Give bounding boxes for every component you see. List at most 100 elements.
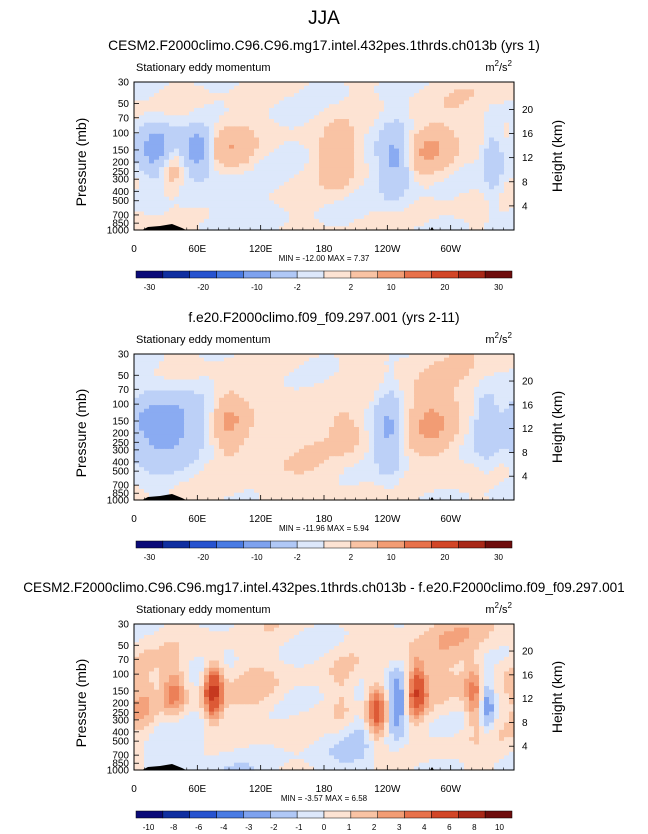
contour-cell	[314, 204, 320, 209]
contour-cell	[394, 133, 400, 139]
contour-cell	[324, 126, 330, 131]
contour-cell	[134, 152, 140, 157]
contour-cell	[149, 419, 155, 424]
contour-cell	[189, 159, 195, 164]
contour-cell	[179, 419, 185, 424]
contour-cell	[234, 96, 240, 102]
contour-cell	[224, 144, 230, 150]
contour-cell	[419, 401, 425, 406]
contour-cell	[224, 215, 230, 220]
contour-cell	[389, 115, 395, 120]
contour-cell	[509, 437, 515, 443]
contour-cell	[194, 170, 200, 176]
contour-cell	[334, 222, 340, 227]
contour-cell	[269, 156, 275, 161]
contour-cell	[269, 107, 275, 113]
contour-cell	[434, 211, 440, 216]
contour-cell	[354, 122, 360, 127]
contour-cell	[349, 189, 355, 194]
contour-cell	[459, 416, 465, 421]
contour-cell	[394, 130, 400, 135]
contour-cell	[324, 394, 330, 399]
contour-cell	[174, 397, 180, 403]
contour-cell	[319, 174, 325, 179]
contour-cell	[334, 93, 340, 98]
contour-cell	[144, 104, 150, 109]
contour-cell	[379, 159, 385, 164]
contour-cell	[459, 397, 465, 403]
contour-cell	[229, 174, 235, 179]
contour-cell	[144, 416, 150, 421]
contour-cell	[509, 383, 515, 388]
contour-cell	[189, 397, 195, 403]
contour-cell	[424, 200, 430, 205]
contour-cell	[214, 386, 220, 392]
contour-cell	[394, 107, 400, 113]
contour-cell	[159, 119, 165, 124]
contour-cell	[144, 167, 150, 172]
contour-cell	[199, 419, 205, 424]
contour-cell	[404, 193, 410, 198]
contour-cell	[214, 357, 220, 362]
contour-cell	[309, 419, 315, 424]
contour-cell	[369, 156, 375, 161]
contour-cell	[389, 211, 395, 216]
contour-cell	[409, 119, 415, 124]
contour-cell	[359, 159, 365, 164]
contour-cell	[249, 107, 255, 113]
contour-cell	[404, 115, 410, 120]
contour-cell	[454, 204, 460, 209]
contour-cell	[319, 170, 325, 176]
contour-cell	[404, 397, 410, 403]
contour-cell	[329, 427, 335, 432]
contour-cell	[434, 148, 440, 153]
contour-cell	[289, 144, 295, 150]
contour-cell	[399, 430, 405, 435]
contour-cell	[199, 185, 205, 190]
contour-cell	[244, 170, 250, 176]
contour-cell	[209, 354, 215, 359]
contour-cell	[264, 207, 270, 213]
contour-cell	[374, 218, 380, 224]
contour-cell	[474, 104, 480, 109]
contour-cell	[354, 226, 360, 231]
contour-cell	[459, 85, 465, 90]
contour-cell	[289, 82, 295, 87]
contour-cell	[294, 189, 300, 194]
contour-cell	[439, 375, 445, 381]
contour-cell	[284, 82, 290, 87]
contour-cell	[149, 174, 155, 179]
contour-cell	[474, 170, 480, 176]
contour-cell	[419, 215, 425, 220]
contour-cell	[269, 401, 275, 406]
contour-cell	[179, 159, 185, 164]
contour-cell	[454, 200, 460, 205]
contour-cell	[244, 167, 250, 172]
contour-cell	[159, 163, 165, 168]
contour-cell	[389, 397, 395, 403]
contour-cell	[179, 434, 185, 439]
contour-cell	[289, 361, 295, 366]
contour-cell	[444, 130, 450, 135]
contour-cell	[394, 375, 400, 381]
contour-cell	[284, 130, 290, 135]
contour-cell	[509, 89, 515, 94]
contour-cell	[294, 107, 300, 113]
contour-cell	[224, 200, 230, 205]
contour-cell	[449, 434, 455, 439]
contour-cell	[214, 104, 220, 109]
contour-cell	[189, 215, 195, 220]
contour-cell	[159, 218, 165, 224]
contour-cell	[194, 368, 200, 373]
contour-cell	[434, 122, 440, 127]
contour-cell	[359, 361, 365, 366]
contour-cell	[329, 144, 335, 150]
contour-cell	[299, 119, 305, 124]
contour-cell	[174, 427, 180, 432]
contour-cell	[354, 372, 360, 377]
contour-cell	[394, 437, 400, 443]
contour-cell	[304, 226, 310, 231]
contour-cell	[339, 133, 345, 139]
contour-cell	[389, 189, 395, 194]
contour-cell	[154, 122, 160, 127]
